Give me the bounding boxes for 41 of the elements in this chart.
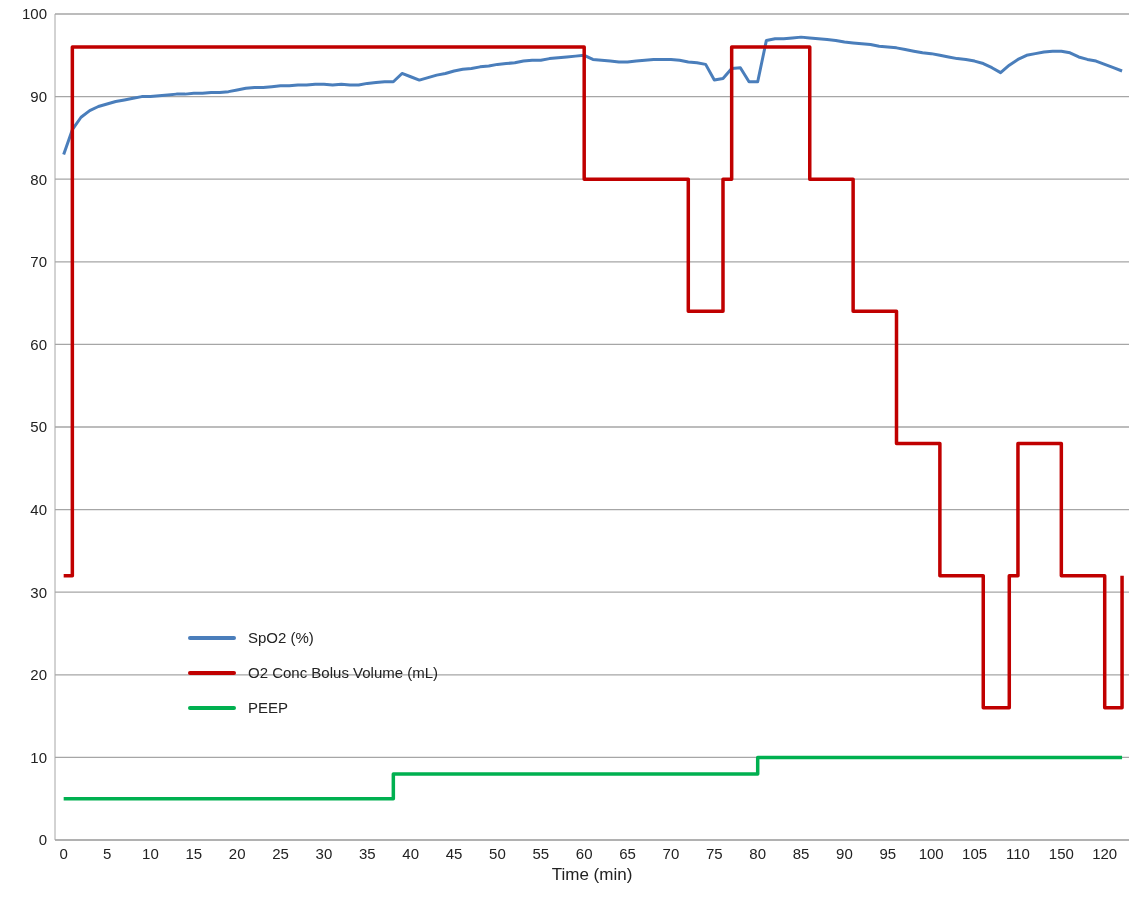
x-tick-label: 80 <box>749 844 767 862</box>
x-tick-label: 90 <box>836 844 853 862</box>
x-tick-label: 35 <box>358 844 376 862</box>
x-axis-title: Time (min) <box>551 865 633 884</box>
x-tick-label: 105 <box>962 844 988 862</box>
y-tick-label: 80 <box>30 170 47 188</box>
y-tick-label: 50 <box>30 418 47 436</box>
x-tick-label: 40 <box>402 844 420 862</box>
x-tick-label: 25 <box>272 844 289 862</box>
x-tick-label: 0 <box>59 844 68 862</box>
x-tick-label: 30 <box>315 844 333 862</box>
legend-label: SpO2 (%) <box>248 629 314 646</box>
line-series <box>62 35 1124 156</box>
x-tick-label: 65 <box>619 844 636 862</box>
x-tick-label: 110 <box>1006 844 1030 862</box>
x-tick-label: 85 <box>792 844 810 862</box>
x-tick-label: 10 <box>142 844 159 862</box>
y-tick-label: 0 <box>38 831 47 849</box>
x-tick-label: 75 <box>705 844 723 862</box>
y-tick-label: 60 <box>30 335 47 353</box>
legend-label: O2 Conc Bolus Volume (mL) <box>248 664 439 681</box>
x-tick-label: 120 <box>1092 844 1118 862</box>
y-tick-label: 30 <box>30 583 47 601</box>
y-tick-label: 10 <box>30 748 47 766</box>
y-tick-label: 100 <box>21 5 47 23</box>
y-tick-label: 70 <box>30 253 47 271</box>
x-tick-label: 70 <box>662 844 680 862</box>
legend-label: PEEP <box>248 699 289 716</box>
x-tick-label: 95 <box>879 844 897 862</box>
x-tick-label: 20 <box>228 844 246 862</box>
x-tick-label: 55 <box>532 844 550 862</box>
y-tick-label: 40 <box>30 500 47 518</box>
x-tick-label: 50 <box>489 844 506 862</box>
x-tick-label: 15 <box>185 844 203 862</box>
y-tick-label: 90 <box>30 87 47 105</box>
x-tick-label: 60 <box>575 844 593 862</box>
x-tick-label: 100 <box>918 844 944 862</box>
x-tick-label: 45 <box>445 844 463 862</box>
x-tick-label: 5 <box>102 844 112 862</box>
x-tick-label: 150 <box>1048 844 1074 862</box>
y-tick-label: 20 <box>30 666 47 684</box>
